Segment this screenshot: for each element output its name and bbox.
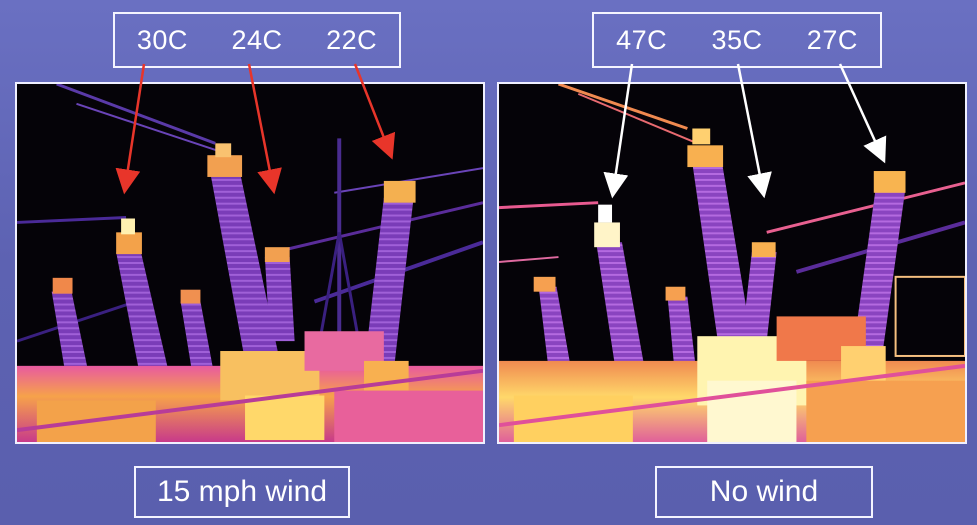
left-temp-3: 22C [326, 24, 378, 55]
left-temperature-box: 30C 24C 22C [113, 12, 401, 68]
right-caption: No wind [709, 475, 819, 508]
right-caption-box: No wind [655, 466, 873, 518]
right-thermal-image [497, 82, 967, 444]
right-temperature-box: 47C 35C 27C [592, 12, 882, 68]
left-caption: 15 mph wind [156, 475, 328, 508]
right-temp-3: 27C [806, 24, 858, 55]
left-thermal-image [15, 82, 485, 444]
left-caption-box: 15 mph wind [134, 466, 350, 518]
right-temp-2: 35C [711, 24, 763, 55]
right-temp-1: 47C [616, 24, 668, 55]
left-temp-2: 24C [231, 24, 283, 55]
left-temp-1: 30C [136, 24, 188, 55]
